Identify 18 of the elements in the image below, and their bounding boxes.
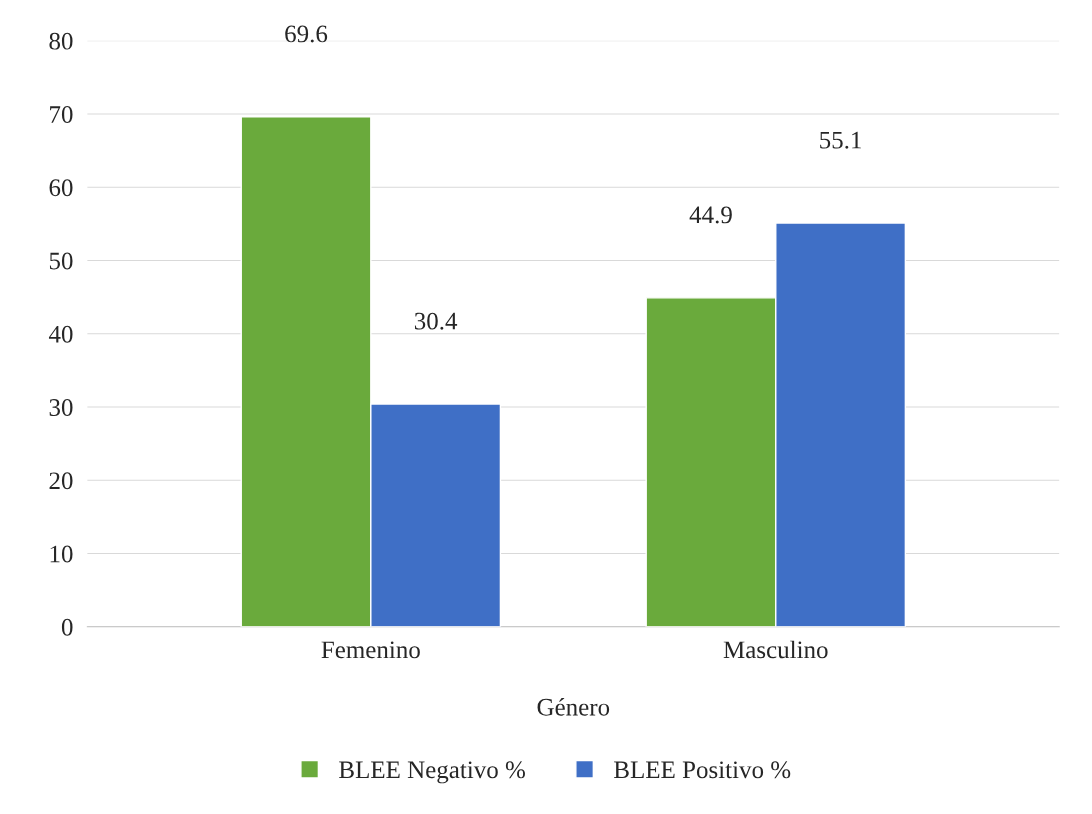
y-tick-label: 30	[49, 399, 73, 416]
legend-label: BLEE Negativo %	[339, 761, 525, 784]
y-tick-label: 70	[50, 106, 73, 123]
y-tick-label: 0	[61, 618, 73, 636]
data-label: 30.4	[414, 312, 458, 330]
y-tick-label: 50	[49, 252, 73, 270]
y-tick-label: 10	[50, 545, 73, 563]
y-tick-label: 80	[49, 32, 73, 50]
x-axis-title: Género	[537, 698, 610, 716]
x-tick-label: Masculino	[723, 640, 828, 659]
x-tick-label: Femenino	[321, 641, 420, 659]
data-label: 69.6	[285, 25, 328, 43]
data-label: 44.9	[689, 206, 732, 224]
legend-label: BLEE Positivo %	[614, 761, 791, 779]
y-tick-label: 20	[49, 472, 73, 490]
y-tick-label: 40	[48, 325, 73, 343]
data-label: 55.1	[820, 131, 861, 149]
y-tick-label: 60	[49, 179, 73, 197]
